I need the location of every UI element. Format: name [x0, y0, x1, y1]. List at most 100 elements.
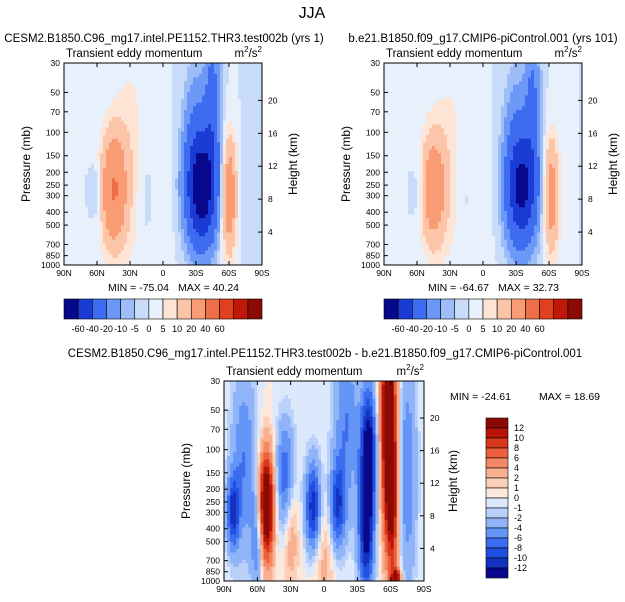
heatmap-cell	[112, 232, 116, 237]
heatmap-cell	[205, 174, 209, 180]
heatmap-cell	[393, 99, 397, 104]
heatmap-cell	[235, 232, 239, 237]
heatmap-cell	[531, 106, 535, 111]
heatmap-cell	[145, 221, 149, 226]
heatmap-cell	[202, 91, 206, 97]
heatmap-cell	[411, 88, 415, 93]
heatmap-cell	[211, 138, 215, 143]
heatmap-cell	[223, 145, 227, 151]
heatmap-cell	[211, 145, 215, 151]
heatmap-cell	[465, 88, 469, 93]
heatmap-cell	[238, 73, 242, 79]
heatmap-cell	[121, 225, 125, 230]
heatmap-cell	[67, 124, 71, 129]
heatmap-cell	[115, 153, 119, 158]
heatmap-cell	[564, 106, 568, 111]
heatmap-cell	[492, 117, 496, 122]
heatmap-cell	[250, 77, 254, 82]
heatmap-cell	[402, 120, 406, 125]
heatmap-cell	[130, 160, 134, 165]
heatmap-cell	[229, 210, 233, 216]
heatmap-cell	[85, 109, 89, 115]
heatmap-cell	[549, 99, 553, 104]
heatmap-cell	[166, 160, 170, 165]
heatmap-cell	[127, 246, 131, 252]
heatmap-cell	[127, 200, 131, 205]
heatmap-cell	[91, 109, 95, 115]
heatmap-cell	[232, 81, 236, 86]
heatmap-cell	[148, 160, 152, 165]
heatmap-cell	[208, 124, 212, 129]
heatmap-cell	[172, 131, 176, 136]
heatmap-cell	[405, 77, 409, 82]
height-tick-label: 4	[268, 227, 273, 237]
heatmap-cell	[199, 70, 203, 75]
heatmap-cell	[91, 239, 95, 244]
heatmap-cell	[531, 70, 535, 75]
panel-test: CESM2.B1850.C96_mg17.intel.PE1152.THR3.t…	[4, 33, 324, 294]
heatmap-cell	[154, 243, 158, 248]
heatmap-cell	[175, 138, 179, 143]
heatmap-cell	[226, 81, 230, 86]
heatmap-cell	[247, 138, 251, 143]
heatmap-cell	[67, 225, 71, 230]
heatmap-cell	[127, 196, 131, 201]
heatmap-cell	[175, 225, 179, 230]
heatmap-cell	[115, 182, 119, 187]
heatmap-cell	[103, 243, 107, 248]
heatmap-cell	[256, 153, 260, 158]
heatmap-cell	[211, 189, 215, 194]
heatmap-cell	[151, 210, 155, 216]
heatmap-cell	[136, 63, 140, 68]
heatmap-cell	[546, 63, 550, 68]
heatmap-cell	[154, 73, 158, 79]
heatmap-cell	[121, 257, 125, 262]
heatmap-cell	[151, 225, 155, 230]
heatmap-cell	[573, 73, 577, 79]
heatmap-cell	[172, 153, 176, 158]
heatmap-cell	[76, 174, 80, 180]
heatmap-cell	[100, 210, 104, 216]
heatmap-cell	[570, 66, 574, 71]
heatmap-cell	[127, 185, 131, 190]
heatmap-cell	[549, 84, 553, 89]
heatmap-cell	[558, 117, 562, 122]
heatmap-cell	[133, 171, 137, 176]
heatmap-cell	[103, 261, 107, 265]
heatmap-cell	[241, 189, 245, 194]
heatmap-cell	[256, 243, 260, 248]
heatmap-cell	[229, 254, 233, 259]
heatmap-cell	[112, 106, 116, 111]
heatmap-cell	[411, 77, 415, 82]
heatmap-cell	[118, 257, 122, 262]
heatmap-cell	[235, 254, 239, 259]
heatmap-cell	[190, 113, 194, 118]
heatmap-cell	[528, 106, 532, 111]
heatmap-cell	[223, 210, 227, 216]
heatmap-cell	[127, 95, 131, 100]
heatmap-cell	[253, 153, 257, 158]
heatmap-cell	[564, 95, 568, 100]
heatmap-cell	[115, 145, 119, 151]
heatmap-cell	[139, 225, 143, 230]
heatmap-cell	[196, 120, 200, 125]
heatmap-cell	[163, 145, 167, 151]
heatmap-cell	[157, 84, 161, 89]
heatmap-cell	[205, 250, 209, 255]
heatmap-cell	[429, 70, 433, 75]
heatmap-cell	[139, 164, 143, 169]
heatmap-cell	[474, 70, 478, 75]
heatmap-cell	[259, 156, 262, 161]
heatmap-cell	[462, 77, 466, 82]
heatmap-cell	[121, 214, 125, 219]
heatmap-cell	[193, 225, 197, 230]
heatmap-cell	[118, 192, 122, 198]
heatmap-cell	[259, 63, 262, 68]
heatmap-cell	[390, 102, 394, 107]
heatmap-cell	[256, 182, 260, 187]
heatmap-cell	[226, 66, 230, 71]
heatmap-cell	[154, 178, 158, 183]
heatmap-cell	[169, 145, 173, 151]
heatmap-cell	[232, 164, 236, 169]
heatmap-cell	[465, 99, 469, 104]
